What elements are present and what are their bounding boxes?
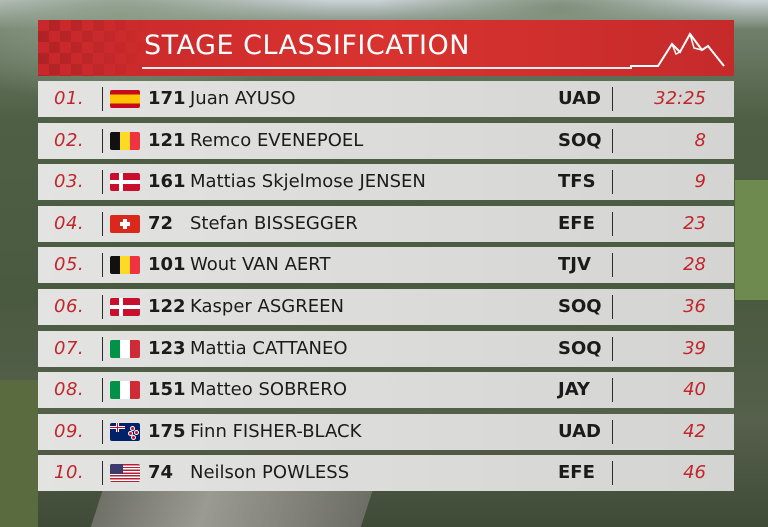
italy-flag-icon bbox=[110, 339, 140, 358]
team-code: TFS bbox=[558, 171, 596, 193]
divider bbox=[612, 211, 613, 236]
time-gap: 9 bbox=[694, 171, 706, 193]
rider-name: Kasper ASGREEN bbox=[190, 295, 344, 317]
divider bbox=[102, 170, 103, 195]
divider bbox=[612, 128, 613, 153]
divider bbox=[102, 336, 103, 361]
table-row: 04. 72 Stefan BISSEGGER EFE 23 bbox=[38, 205, 734, 242]
divider bbox=[102, 294, 103, 319]
switzerland-flag-icon bbox=[110, 214, 140, 233]
team-code: UAD bbox=[558, 88, 601, 109]
field bbox=[735, 180, 768, 300]
divider bbox=[612, 170, 613, 195]
position: 02. bbox=[54, 129, 85, 151]
table-row: 02. 121 Remco EVENEPOEL SOQ 8 bbox=[38, 122, 734, 159]
divider bbox=[612, 87, 613, 111]
rider-number: 161 bbox=[148, 171, 186, 193]
time-gap: 23 bbox=[683, 212, 706, 234]
team-code: JAY bbox=[558, 379, 590, 401]
rider-number: 122 bbox=[148, 295, 186, 317]
position: 10. bbox=[54, 462, 85, 484]
divider bbox=[612, 253, 613, 278]
italy-flag-icon bbox=[110, 381, 140, 400]
divider bbox=[102, 128, 103, 153]
belgium-flag-icon bbox=[110, 256, 140, 275]
divider bbox=[102, 87, 103, 111]
rider-number: 72 bbox=[148, 212, 174, 234]
divider bbox=[102, 461, 103, 486]
divider bbox=[102, 419, 103, 444]
rider-number: 74 bbox=[148, 462, 174, 484]
rider-name: Finn FISHER-BLACK bbox=[190, 420, 362, 442]
position: 06. bbox=[54, 295, 85, 317]
position: 07. bbox=[54, 337, 85, 359]
table-row: 07. 123 Mattia CATTANEO SOQ 39 bbox=[38, 330, 734, 367]
rider-name: Stefan BISSEGGER bbox=[190, 212, 358, 234]
field bbox=[0, 380, 38, 527]
rider-number: 123 bbox=[148, 337, 186, 359]
denmark-flag-icon bbox=[110, 297, 140, 316]
denmark-flag-icon bbox=[110, 173, 140, 192]
time-gap: 8 bbox=[694, 129, 706, 151]
time-gap: 32:25 bbox=[654, 88, 706, 109]
divider bbox=[102, 253, 103, 278]
time-gap: 46 bbox=[683, 462, 706, 484]
belgium-flag-icon bbox=[110, 131, 140, 150]
rider-name: Neilson POWLESS bbox=[190, 462, 350, 484]
results-list: 01. 171 Juan AYUSO UAD 32:25 02. 121 Remco EVEN… bbox=[38, 81, 734, 497]
team-code: UAD bbox=[558, 420, 601, 442]
page-title: STAGE CLASSIFICATION bbox=[144, 30, 470, 61]
title-underline bbox=[142, 67, 632, 69]
divider bbox=[612, 419, 613, 444]
team-code: SOQ bbox=[558, 129, 602, 151]
table-row: 05. 101 Wout VAN AERT TJV 28 bbox=[38, 247, 734, 284]
mountain-icon bbox=[630, 32, 725, 67]
rider-number: 121 bbox=[148, 129, 186, 151]
position: 08. bbox=[54, 379, 85, 401]
table-row: 10. 74 Neilson POWLESS EFE 46 bbox=[38, 455, 734, 492]
checker-pattern bbox=[38, 20, 148, 76]
table-row: 03. 161 Mattias Skjelmose JENSEN TFS 9 bbox=[38, 164, 734, 201]
team-code: EFE bbox=[558, 462, 595, 484]
divider bbox=[102, 211, 103, 236]
rider-name: Mattia CATTANEO bbox=[190, 337, 348, 359]
position: 01. bbox=[54, 88, 85, 109]
position: 03. bbox=[54, 171, 85, 193]
table-row: 08. 151 Matteo SOBRERO JAY 40 bbox=[38, 372, 734, 409]
time-gap: 28 bbox=[683, 254, 706, 276]
table-row: 09. 175 Finn FISHER-BLACK UAD 42 bbox=[38, 413, 734, 450]
board-header: STAGE CLASSIFICATION bbox=[38, 20, 734, 76]
divider bbox=[612, 461, 613, 486]
divider bbox=[102, 378, 103, 403]
rider-name: Juan AYUSO bbox=[190, 88, 296, 109]
rider-name: Mattias Skjelmose JENSEN bbox=[190, 171, 426, 193]
team-code: EFE bbox=[558, 212, 595, 234]
time-gap: 42 bbox=[683, 420, 706, 442]
divider bbox=[612, 336, 613, 361]
team-code: SOQ bbox=[558, 337, 602, 359]
team-code: TJV bbox=[558, 254, 591, 276]
table-row: 01. 171 Juan AYUSO UAD 32:25 bbox=[38, 81, 734, 117]
new-zealand-flag-icon bbox=[110, 422, 140, 441]
position: 09. bbox=[54, 420, 85, 442]
time-gap: 39 bbox=[683, 337, 706, 359]
divider bbox=[612, 378, 613, 403]
rider-number: 101 bbox=[148, 254, 186, 276]
spain-flag-icon bbox=[110, 90, 140, 108]
rider-name: Wout VAN AERT bbox=[190, 254, 331, 276]
position: 05. bbox=[54, 254, 85, 276]
rider-name: Matteo SOBRERO bbox=[190, 379, 347, 401]
table-row: 06. 122 Kasper ASGREEN SOQ 36 bbox=[38, 288, 734, 325]
time-gap: 40 bbox=[683, 379, 706, 401]
position: 04. bbox=[54, 212, 85, 234]
rider-number: 175 bbox=[148, 420, 186, 442]
rider-number: 171 bbox=[148, 88, 186, 109]
time-gap: 36 bbox=[683, 295, 706, 317]
rider-name: Remco EVENEPOEL bbox=[190, 129, 364, 151]
divider bbox=[612, 294, 613, 319]
usa-flag-icon bbox=[110, 464, 140, 483]
rider-number: 151 bbox=[148, 379, 186, 401]
team-code: SOQ bbox=[558, 295, 602, 317]
